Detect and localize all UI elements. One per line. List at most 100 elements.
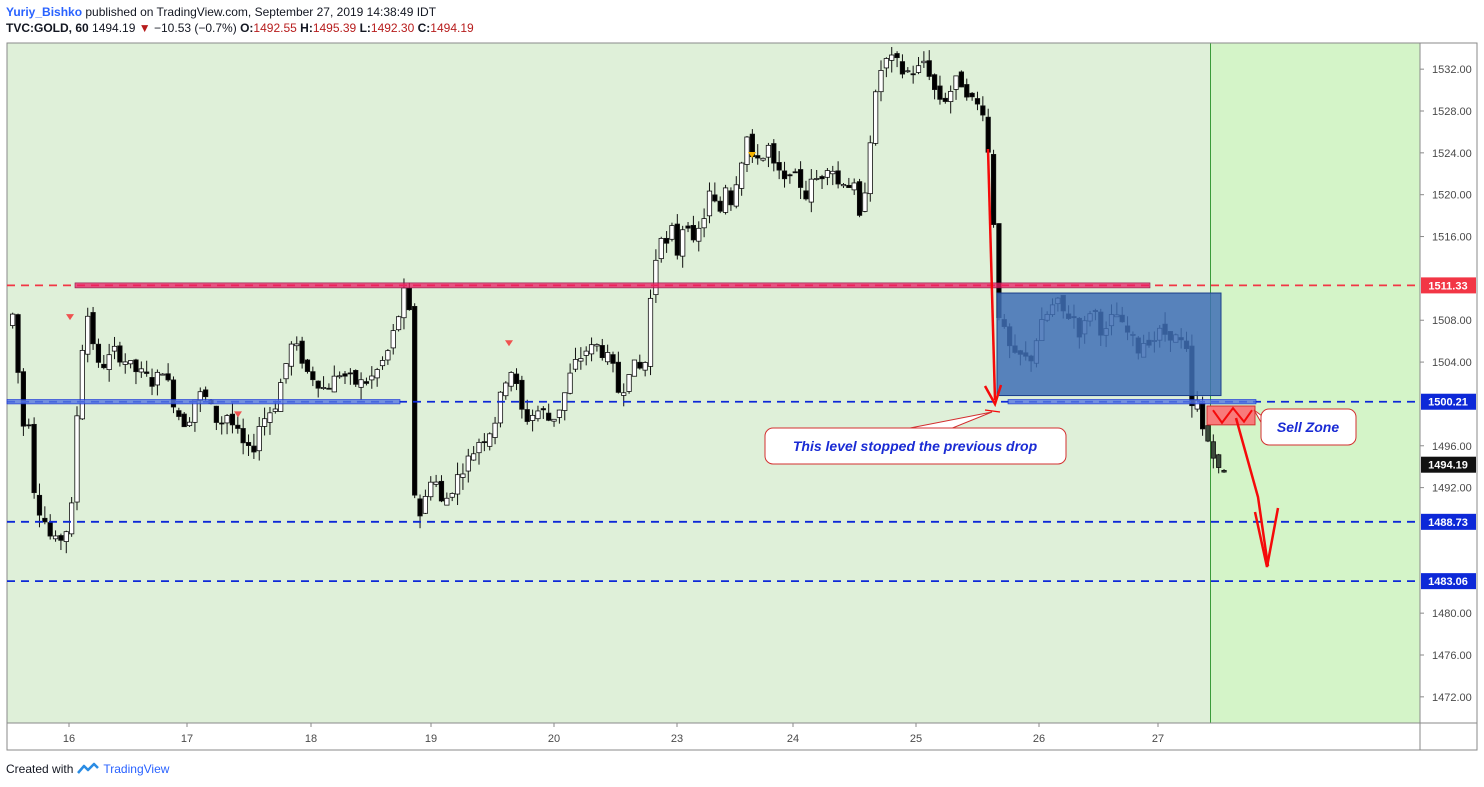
candle-body xyxy=(422,496,429,514)
candle-body xyxy=(197,391,203,401)
x-tick-label: 27 xyxy=(1152,733,1164,745)
candle-body xyxy=(127,360,134,365)
open-value: 1492.55 xyxy=(253,21,297,35)
candle-body xyxy=(824,170,831,178)
y-tick-label: 1532.00 xyxy=(1432,64,1472,76)
candle-body xyxy=(385,350,391,361)
candle-body xyxy=(781,170,788,180)
sell-arrow-shaft xyxy=(1234,417,1270,567)
candle-body xyxy=(637,361,643,369)
candle-body xyxy=(910,73,916,76)
candle-body xyxy=(79,350,85,420)
candle-body xyxy=(497,391,504,424)
high-value: 1495.39 xyxy=(312,21,357,35)
candle-body xyxy=(626,374,632,392)
candle-body xyxy=(685,225,691,229)
low-value: 1492.30 xyxy=(370,21,415,35)
x-tick-label: 26 xyxy=(1033,733,1045,745)
candle-body xyxy=(320,387,327,389)
candle-body xyxy=(358,379,364,388)
candle-body xyxy=(176,410,182,417)
signal-marker xyxy=(505,340,513,347)
candle-body xyxy=(546,412,552,421)
last-price: 1494.19 xyxy=(92,21,136,35)
candle-body xyxy=(181,413,187,428)
candle-body xyxy=(101,363,107,369)
candle-body xyxy=(765,144,772,158)
callout-text: Sell Zone xyxy=(1277,419,1339,435)
candle-body xyxy=(267,412,273,423)
candle-body xyxy=(680,229,686,257)
candle-body xyxy=(374,369,380,379)
candle-body xyxy=(10,313,16,326)
candle-body xyxy=(733,184,739,207)
candle-body xyxy=(503,382,509,397)
candle-body xyxy=(647,297,654,367)
candle-body xyxy=(722,187,729,213)
candle-body xyxy=(808,178,814,203)
future-zone-background xyxy=(1210,43,1420,723)
candle-body xyxy=(326,387,332,390)
candle-body xyxy=(953,75,959,90)
candle-body xyxy=(47,522,53,537)
low-label: L: xyxy=(359,21,371,35)
candle-body xyxy=(294,343,300,347)
candle-body xyxy=(85,315,91,355)
callout-box xyxy=(764,427,1067,465)
candle-body xyxy=(883,58,889,69)
drop-arrow-shaft xyxy=(986,148,997,401)
candle-body xyxy=(26,424,32,427)
candle-body xyxy=(894,53,900,59)
candle-body xyxy=(90,312,96,345)
candle-body xyxy=(111,345,118,352)
candle-body xyxy=(235,424,241,429)
candle-body xyxy=(862,192,868,212)
candle-body xyxy=(476,442,482,454)
y-tick-label: 1528.00 xyxy=(1432,106,1472,118)
header-row-1: Yuriy_Bishko published on TradingView.co… xyxy=(6,4,474,20)
candle-body xyxy=(755,155,761,159)
candle-body xyxy=(36,494,43,516)
level-price-label: 1483.06 xyxy=(1428,576,1468,588)
candle-body xyxy=(508,372,514,387)
footer: Created with TradingView xyxy=(6,762,169,776)
candle-body xyxy=(942,97,948,102)
open-label: O: xyxy=(240,21,254,35)
candle-body xyxy=(519,379,525,410)
candle-body xyxy=(449,493,455,498)
level-price-label: 1511.33 xyxy=(1428,280,1467,292)
candle-body xyxy=(288,343,295,367)
level-price-label: 1500.21 xyxy=(1428,397,1468,409)
change-value: −10.53 (−0.7%) xyxy=(154,21,237,35)
last-price-label: 1494.19 xyxy=(1428,460,1468,472)
candle-body xyxy=(583,350,589,356)
candle-body xyxy=(840,184,847,187)
candle-body xyxy=(337,375,343,378)
candle-body xyxy=(964,84,970,98)
candle-body xyxy=(771,143,777,164)
candle-body xyxy=(776,162,782,171)
candle-body xyxy=(969,92,975,98)
candle-body xyxy=(160,373,166,376)
candle-body xyxy=(203,389,209,398)
candle-body xyxy=(15,314,21,373)
candle-body xyxy=(594,344,600,347)
candle-body xyxy=(331,375,337,393)
symbol-label: TVC:GOLD, 60 xyxy=(6,21,89,35)
candle-body xyxy=(406,287,412,311)
y-tick-label: 1504.00 xyxy=(1432,357,1472,369)
author-link[interactable]: Yuriy_Bishko xyxy=(6,5,83,19)
candle-body xyxy=(417,498,423,517)
candle-body xyxy=(1200,402,1206,430)
candle-body xyxy=(921,60,927,64)
level-price-tag xyxy=(1421,277,1476,294)
candle-body xyxy=(471,453,477,461)
candle-body xyxy=(412,306,418,496)
candle-body xyxy=(728,190,734,206)
candle-body xyxy=(342,373,348,377)
tradingview-link[interactable]: TradingView xyxy=(103,762,170,776)
candle-body xyxy=(562,392,568,411)
candle-body xyxy=(363,381,370,384)
candle-body xyxy=(535,410,541,420)
